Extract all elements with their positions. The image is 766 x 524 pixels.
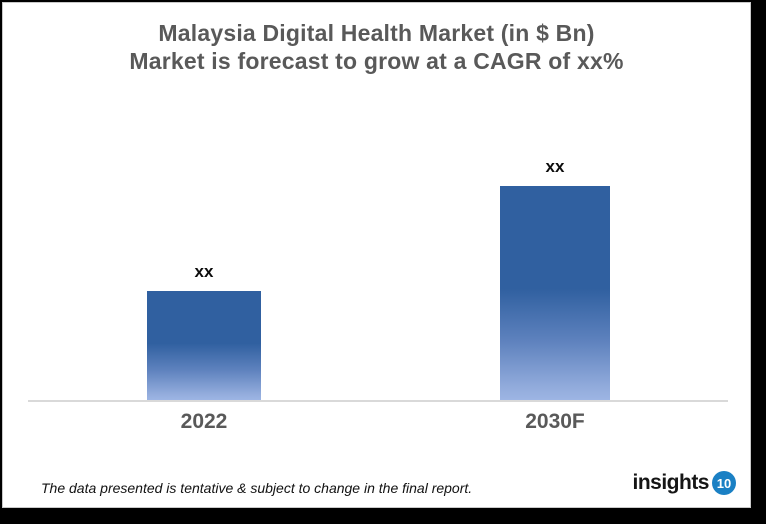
chart-card: Malaysia Digital Health Market (in $ Bn)… <box>2 2 751 508</box>
logo-badge-10: 10 <box>712 471 736 495</box>
bar-value-label-2030f: xx <box>545 157 565 176</box>
bar-group-2022: xx <box>147 262 261 400</box>
chart-title: Malaysia Digital Health Market (in $ Bn)… <box>3 19 750 75</box>
bar-group-2030f: xx <box>500 157 610 400</box>
bar-2022 <box>147 291 261 400</box>
bar-value-label-2022: xx <box>194 262 214 281</box>
chart-title-line1: Malaysia Digital Health Market (in $ Bn) <box>158 20 595 46</box>
bar-2030f <box>500 186 610 400</box>
category-label-2022: 2022 <box>180 410 228 433</box>
disclaimer-text: The data presented is tentative & subjec… <box>41 480 473 496</box>
plot-area: xx xx <box>3 3 750 400</box>
x-axis-baseline <box>28 400 728 402</box>
insights10-logo: insights 10 <box>632 471 736 495</box>
logo-wordmark: insights <box>632 471 709 494</box>
category-label-2030f: 2030F <box>525 410 585 433</box>
chart-title-line2: Market is forecast to grow at a CAGR of … <box>129 48 624 74</box>
